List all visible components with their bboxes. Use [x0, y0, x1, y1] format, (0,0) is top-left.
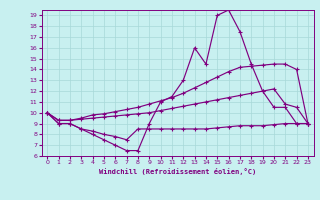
X-axis label: Windchill (Refroidissement éolien,°C): Windchill (Refroidissement éolien,°C) [99, 168, 256, 175]
